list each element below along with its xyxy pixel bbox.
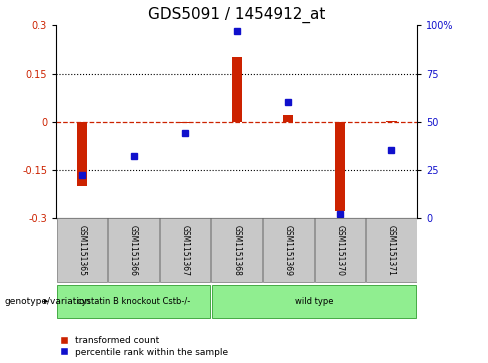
Bar	[212, 285, 416, 318]
Bar	[57, 285, 210, 318]
Legend: transformed count, percentile rank within the sample: transformed count, percentile rank withi…	[61, 336, 228, 357]
Title: GDS5091 / 1454912_at: GDS5091 / 1454912_at	[148, 7, 325, 23]
Bar	[77, 122, 87, 186]
Bar	[160, 219, 210, 282]
Bar	[57, 219, 107, 282]
Text: cystatin B knockout Cstb-/-: cystatin B knockout Cstb-/-	[77, 297, 190, 306]
Text: GSM1151367: GSM1151367	[181, 225, 190, 276]
Bar	[180, 122, 190, 123]
Bar	[315, 219, 365, 282]
Bar	[366, 219, 417, 282]
Text: genotype/variation: genotype/variation	[5, 297, 91, 306]
Text: wild type: wild type	[295, 297, 333, 306]
Bar	[231, 57, 242, 122]
Bar	[211, 219, 262, 282]
Bar	[386, 121, 397, 122]
Bar	[108, 219, 159, 282]
Bar	[283, 115, 293, 122]
Text: GSM1151370: GSM1151370	[335, 225, 345, 276]
Text: GSM1151365: GSM1151365	[78, 225, 86, 276]
Text: GSM1151368: GSM1151368	[232, 225, 241, 276]
Text: GSM1151369: GSM1151369	[284, 225, 293, 276]
Text: GSM1151371: GSM1151371	[387, 225, 396, 276]
Bar	[263, 219, 314, 282]
Bar	[335, 122, 345, 211]
Text: GSM1151366: GSM1151366	[129, 225, 138, 276]
